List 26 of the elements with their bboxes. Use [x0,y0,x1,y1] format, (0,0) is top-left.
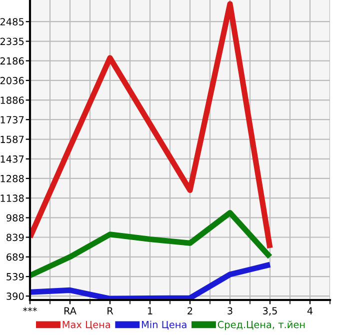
y-tick-label: 2485 [0,18,24,26]
y-tick-label: 1138 [0,194,24,202]
legend-label: Сред.Цена, т.йен [218,320,305,330]
x-tick-label: RA [64,307,76,314]
legend-label: Min Цена [142,320,186,330]
y-tick-label: 988 [6,214,24,222]
x-tick-label: 3,5 [263,307,277,316]
y-tick-label: 1587 [0,136,24,144]
y-tick-label: 390 [6,292,24,300]
x-tick-label: 4 [307,307,313,314]
legend-label: Max Цена [62,321,110,330]
y-tick-label: 689 [6,253,24,261]
x-tick-label: R [108,307,114,314]
x-tick-label: 2 [188,307,192,314]
y-tick-label: 839 [6,234,24,242]
y-tick-label: 2335 [0,38,24,46]
y-tick-label: 539 [6,273,24,280]
x-tick-label: *** [23,307,37,312]
y-tick-label: 2036 [0,76,24,84]
y-tick-label: 1288 [0,174,24,182]
y-tick-label: 2186 [0,57,24,65]
y-tick-label: 1437 [0,155,24,163]
x-tick-label: 1 [148,307,152,314]
y-tick-label: 1737 [0,116,24,124]
x-tick-label: 3 [228,307,232,314]
y-tick-label: 1886 [0,96,24,104]
